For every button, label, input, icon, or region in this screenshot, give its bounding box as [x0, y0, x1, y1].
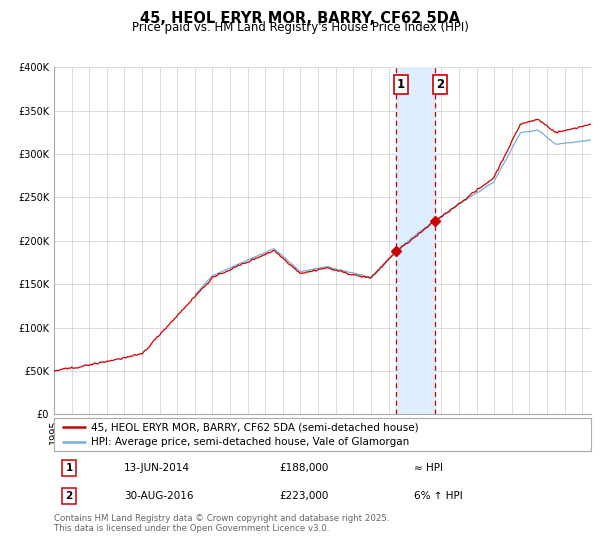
Text: Price paid vs. HM Land Registry's House Price Index (HPI): Price paid vs. HM Land Registry's House … [131, 21, 469, 34]
Text: £188,000: £188,000 [280, 463, 329, 473]
Text: 30-AUG-2016: 30-AUG-2016 [124, 491, 193, 501]
Text: 6% ↑ HPI: 6% ↑ HPI [414, 491, 463, 501]
Text: 2: 2 [65, 491, 73, 501]
Text: ≈ HPI: ≈ HPI [414, 463, 443, 473]
Bar [396, 67, 436, 414]
Text: 1: 1 [397, 78, 405, 91]
Text: Contains HM Land Registry data © Crown copyright and database right 2025.
This d: Contains HM Land Registry data © Crown c… [54, 514, 389, 534]
Text: 45, HEOL ERYR MOR, BARRY, CF62 5DA (semi-detached house): 45, HEOL ERYR MOR, BARRY, CF62 5DA (semi… [91, 422, 418, 432]
Text: 2: 2 [436, 78, 444, 91]
Text: 1: 1 [65, 463, 73, 473]
Text: 13-JUN-2014: 13-JUN-2014 [124, 463, 190, 473]
Text: 45, HEOL ERYR MOR, BARRY, CF62 5DA: 45, HEOL ERYR MOR, BARRY, CF62 5DA [140, 11, 460, 26]
Text: HPI: Average price, semi-detached house, Vale of Glamorgan: HPI: Average price, semi-detached house,… [91, 437, 409, 447]
Text: £223,000: £223,000 [280, 491, 329, 501]
